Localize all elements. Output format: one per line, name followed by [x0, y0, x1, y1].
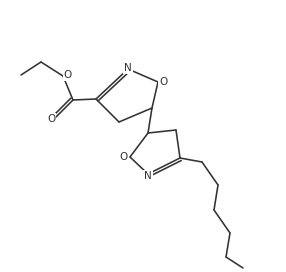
Text: N: N [144, 171, 152, 181]
Text: O: O [120, 152, 128, 162]
Text: N: N [124, 63, 132, 73]
Text: O: O [47, 114, 55, 124]
Text: O: O [64, 70, 72, 80]
Text: O: O [159, 77, 167, 87]
